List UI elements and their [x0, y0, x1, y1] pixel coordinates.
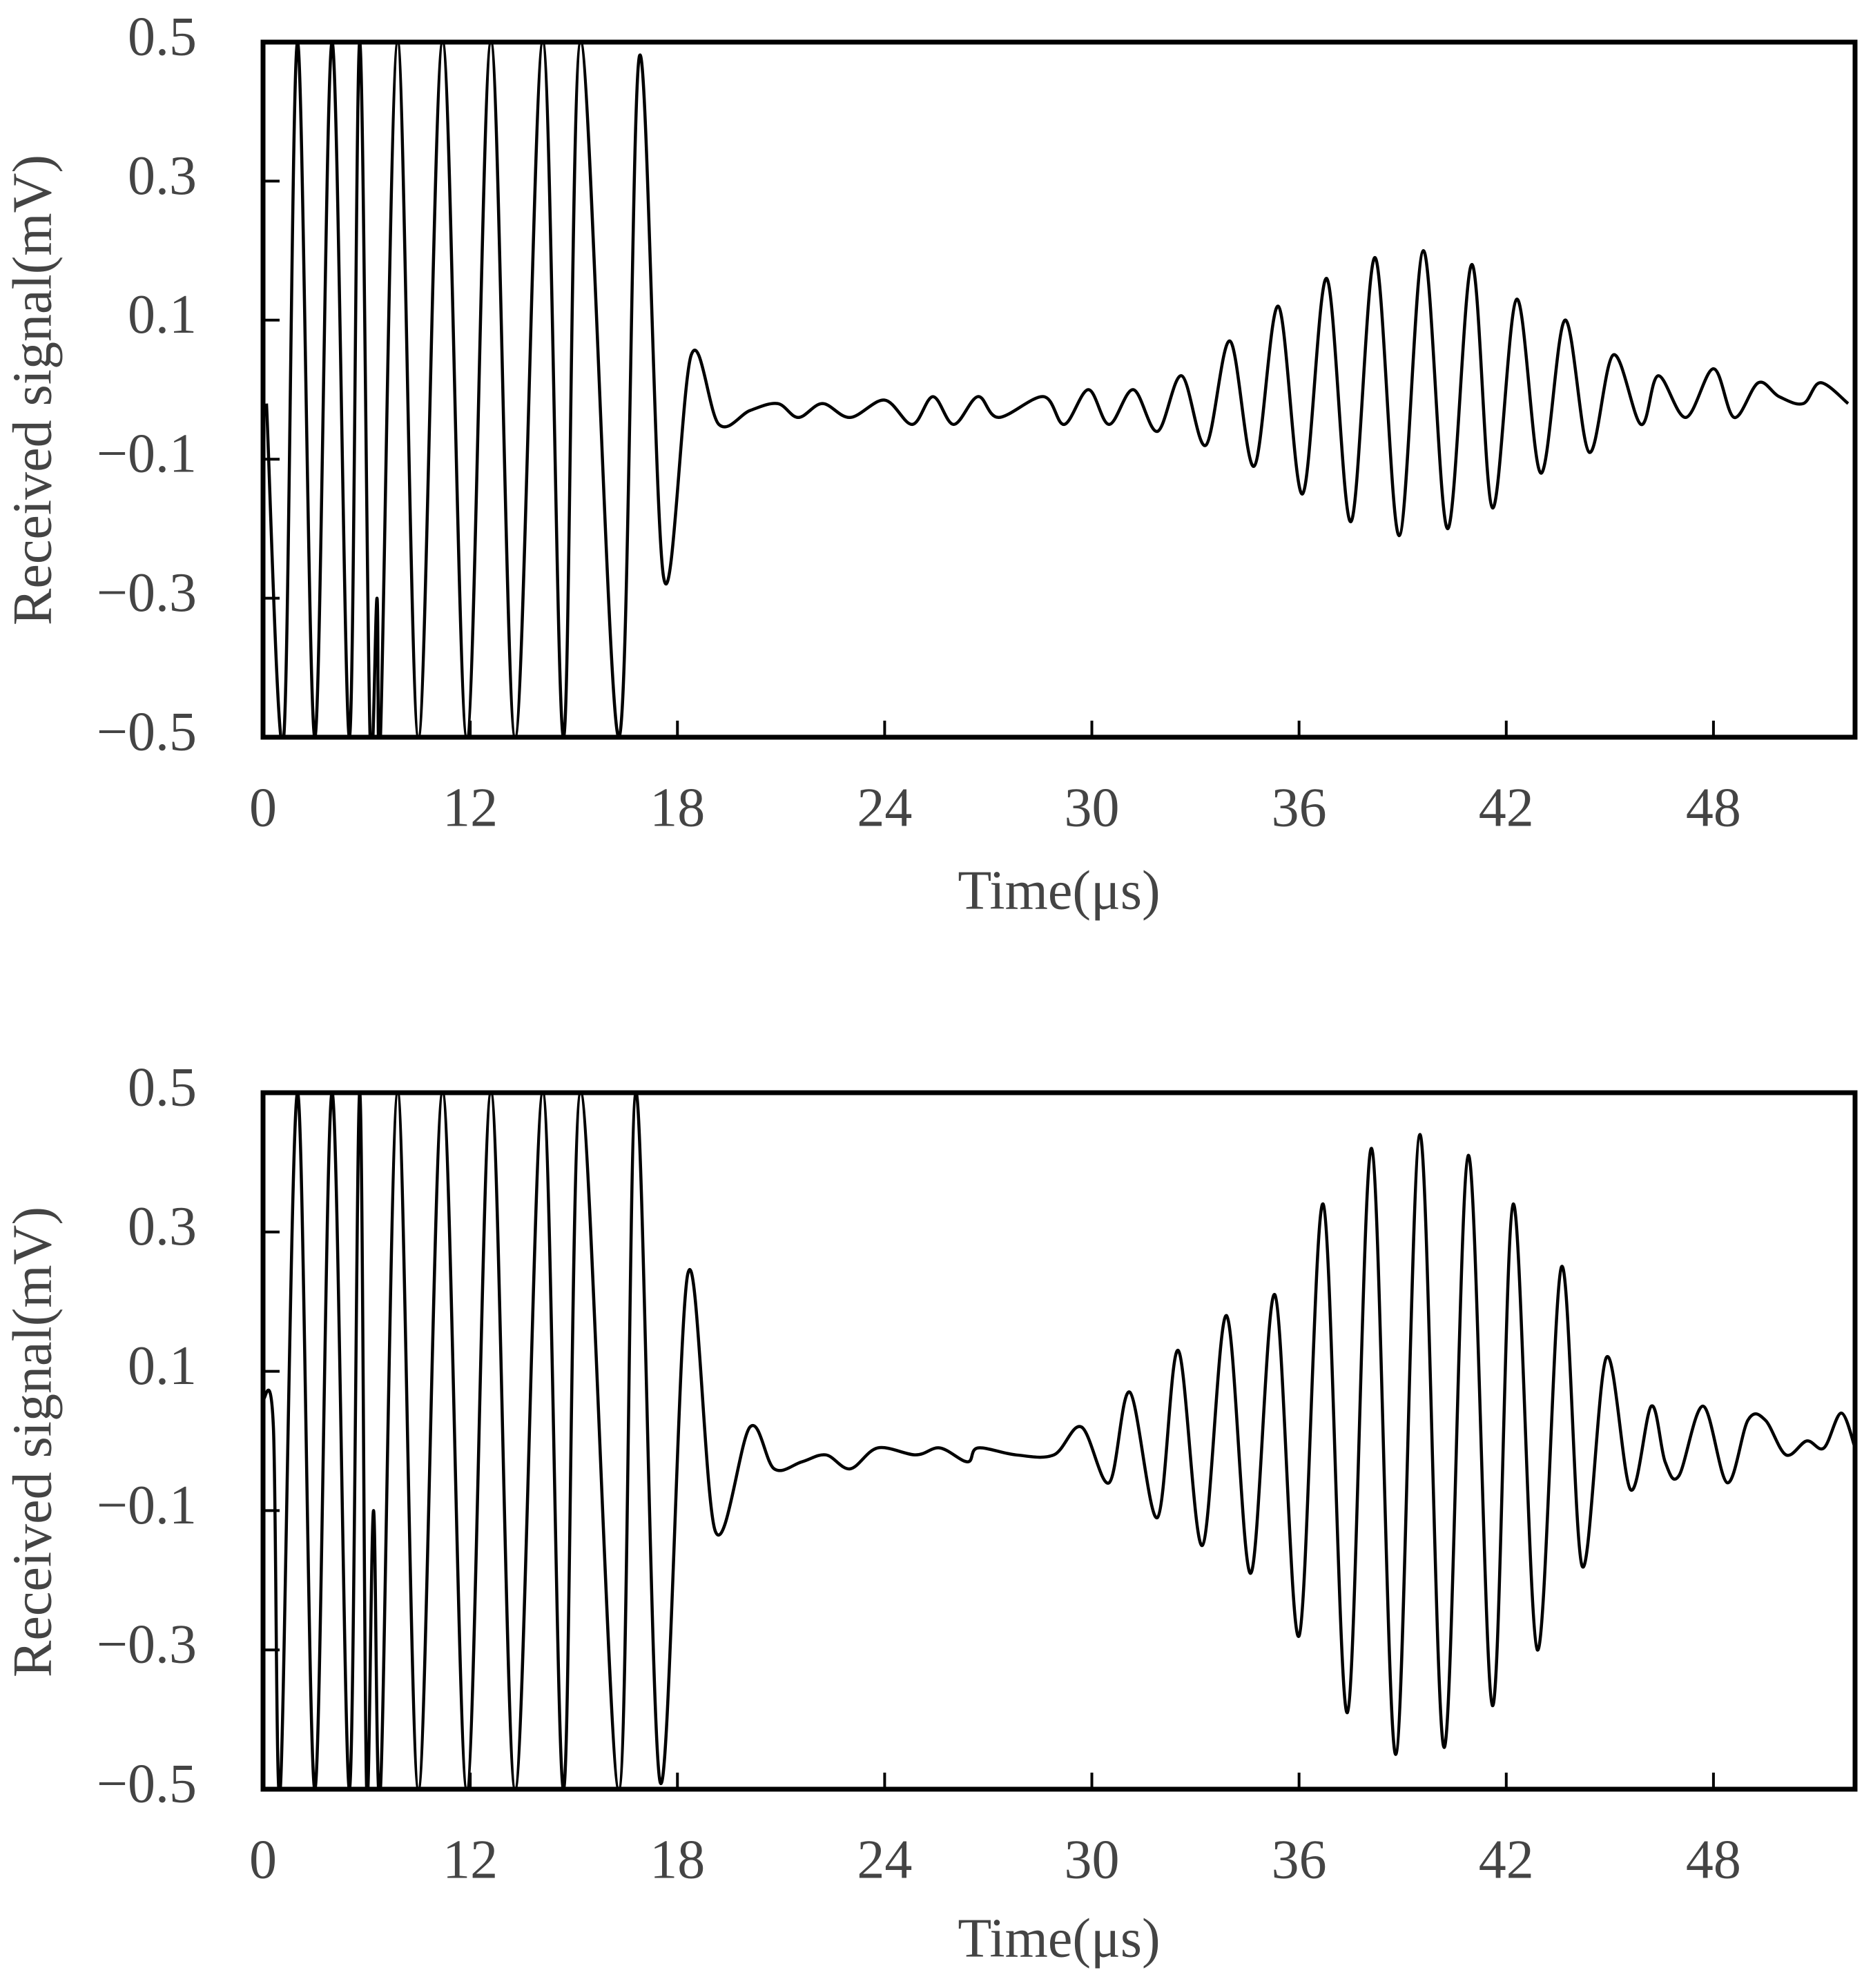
y-tick-label: −0.5 — [97, 701, 197, 762]
x-axis-title: Time(μs) — [958, 1908, 1160, 1969]
y-tick-label: 0.1 — [128, 284, 197, 345]
x-tick-label: 30 — [1065, 1829, 1120, 1890]
x-tick-label: 42 — [1479, 777, 1534, 838]
x-tick-label: 0 — [249, 777, 277, 838]
plot-frame — [260, 39, 1858, 740]
y-tick-label: 0.5 — [128, 1057, 197, 1118]
x-tick-label: 36 — [1272, 1829, 1327, 1890]
x-tick-label: 12 — [443, 777, 498, 838]
x-tick-label: 36 — [1272, 777, 1327, 838]
y-tick-label: −0.3 — [97, 1615, 197, 1675]
x-tick-label: 0 — [249, 1829, 277, 1890]
x-tick-label: 48 — [1686, 1829, 1741, 1890]
signal-line — [263, 1093, 1855, 1789]
chart-panel: 0 12 18 24 30 36 42 48 −0.5 −0.3 −0.1 0.1 0.3 0.5 Time… — [2, 6, 1858, 921]
x-tick-label: 18 — [650, 777, 705, 838]
y-tick-label: 0.3 — [128, 1196, 197, 1257]
x-tick-label: 24 — [857, 1829, 912, 1890]
chart-panel: 0 12 18 24 30 36 42 48 −0.5 −0.3 −0.1 0.1 0.3 0.5 Time… — [2, 1057, 1858, 1969]
x-tick-label: 30 — [1065, 777, 1120, 838]
x-axis-title: Time(μs) — [958, 860, 1160, 921]
y-tick-label: −0.3 — [97, 563, 197, 623]
y-tick-label: −0.1 — [97, 424, 197, 485]
y-tick-label: 0.3 — [128, 146, 197, 206]
x-tick-label: 24 — [857, 777, 912, 838]
x-tick-label: 42 — [1479, 1829, 1534, 1890]
y-tick-label: −0.5 — [97, 1753, 197, 1814]
x-tick-label: 48 — [1686, 777, 1741, 838]
signal-line — [264, 42, 1850, 737]
y-axis-title: Received signal(mV) — [2, 1207, 63, 1677]
x-tick-label: 12 — [443, 1829, 498, 1890]
x-tick-label: 18 — [650, 1829, 705, 1890]
y-axis-title: Received signal(mV) — [2, 155, 63, 625]
y-tick-label: 0.1 — [128, 1336, 197, 1396]
y-tick-label: 0.5 — [128, 6, 197, 67]
y-tick-label: −0.1 — [97, 1475, 197, 1536]
plot-frame — [260, 1090, 1858, 1792]
